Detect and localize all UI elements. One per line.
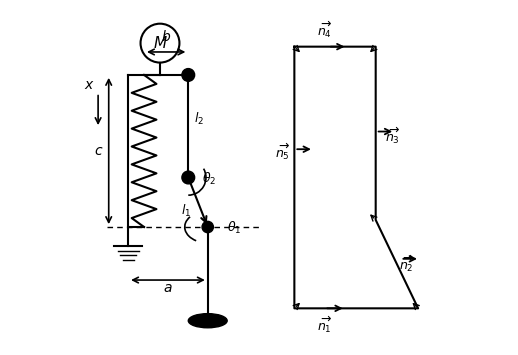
Text: $\overrightarrow{n_5}$: $\overrightarrow{n_5}$	[275, 142, 291, 162]
Circle shape	[182, 171, 195, 184]
Text: $l_1$: $l_1$	[181, 203, 192, 219]
Text: $\overrightarrow{n_2}$: $\overrightarrow{n_2}$	[399, 253, 414, 274]
Text: $\overrightarrow{n_3}$: $\overrightarrow{n_3}$	[384, 126, 400, 146]
Text: $a$: $a$	[163, 282, 172, 295]
Text: $b$: $b$	[161, 29, 171, 44]
Circle shape	[202, 222, 213, 233]
Text: $\theta_2$: $\theta_2$	[203, 171, 217, 187]
Text: $\overrightarrow{n_4}$: $\overrightarrow{n_4}$	[316, 20, 332, 40]
Text: $x$: $x$	[84, 78, 95, 92]
Text: $\overrightarrow{n_1}$: $\overrightarrow{n_1}$	[316, 315, 332, 335]
Ellipse shape	[188, 313, 227, 328]
Circle shape	[182, 69, 195, 81]
Text: $c$: $c$	[94, 144, 104, 158]
Text: $M$: $M$	[153, 35, 167, 51]
Text: $l_2$: $l_2$	[194, 111, 204, 127]
Text: $\theta_1$: $\theta_1$	[227, 220, 241, 236]
